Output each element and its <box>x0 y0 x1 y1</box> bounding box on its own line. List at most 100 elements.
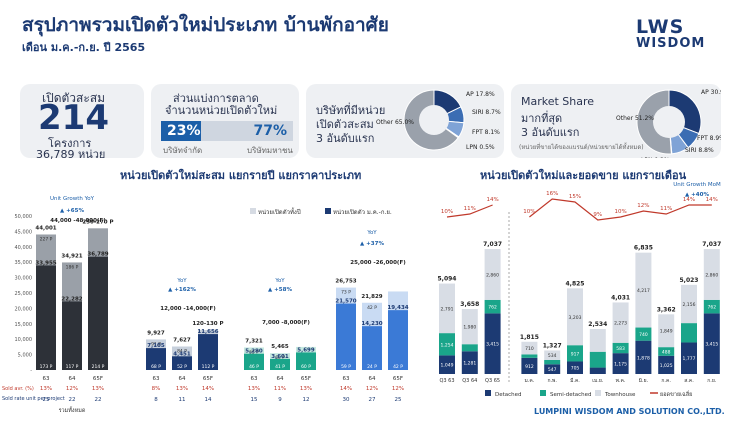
y-tick-label: 45,000 <box>15 229 33 235</box>
bar-townhouse <box>484 249 501 300</box>
bar-full-projects: 73 P <box>341 290 351 296</box>
y-tick-label: 25,000 <box>15 291 33 297</box>
bar-ytd-label: 14,230 <box>361 321 382 327</box>
x-label: 64 <box>369 376 376 382</box>
bar-townhouse <box>544 350 561 360</box>
bar-detached <box>521 357 538 374</box>
bar-seg-label: 1,777 <box>683 356 696 362</box>
sold-pct-label: 14% <box>486 197 498 203</box>
sold-pct-label: 9% <box>593 212 602 218</box>
forecast-label: 12,000 -14,000(F) <box>160 306 216 312</box>
card1-units: 36,789 หน่วย <box>36 148 106 161</box>
bar-detached <box>612 353 629 374</box>
bar-ytd <box>88 256 108 370</box>
donut-label-fpt: FPT 8.9% <box>697 135 721 142</box>
legend-label: Detached <box>495 392 522 398</box>
bar-ytd-label: 11,656 <box>197 329 218 335</box>
yoy-title: YoY <box>274 278 285 284</box>
x-label: Q3 63 <box>439 378 454 384</box>
bar-ytd-label: 22,282 <box>61 296 82 302</box>
sold-rate: 8 <box>154 397 158 403</box>
bar-seg-label: 2,791 <box>441 306 454 312</box>
bar-full-label: 7,321 <box>245 338 263 344</box>
bar-ytd-label: 3,601 <box>271 354 289 360</box>
x-label: มี.ค. <box>570 377 580 384</box>
forecast-label: 25,000 -26,000(F) <box>350 260 406 266</box>
bar-semi <box>567 345 583 362</box>
legend-swatch <box>485 390 491 396</box>
footer-company: LUMPINI WISDOM AND SOLUTION CO.,LTD. <box>534 407 725 416</box>
bar-ytd <box>198 334 218 370</box>
bar-total-label: 7,037 <box>702 241 721 248</box>
sold-avg: 13% <box>92 386 104 392</box>
bar-seg-label: 1,878 <box>637 355 650 361</box>
bar-total-label: 5,094 <box>438 276 457 283</box>
bar-total-label: 5,023 <box>680 277 699 284</box>
bar-ytd-label: 36,789 <box>87 252 108 258</box>
donut-hole <box>653 106 685 138</box>
bar-full-label: 9,927 <box>147 330 165 336</box>
card-top3-sales: Market Share มากที่สุด 3 อันดับแรก (หน่ว… <box>511 84 721 158</box>
x-label: 65F <box>203 376 213 382</box>
x-label: 65F <box>93 376 103 382</box>
bar-townhouse <box>658 314 675 348</box>
bar-townhouse <box>635 252 652 328</box>
donut-label-ap: AP 30.9% <box>701 89 721 96</box>
bar-ytd <box>172 356 192 370</box>
bar-ytd <box>244 353 264 370</box>
bar-ytd-label: 5,280 <box>245 349 263 355</box>
bar-seg-label: 1,025 <box>660 363 673 369</box>
bar-semi <box>461 344 478 352</box>
bar-detached <box>658 355 675 374</box>
y-tick-label: 15,000 <box>15 322 33 328</box>
bar-ytd-projects: 173 P <box>40 364 53 370</box>
bar-townhouse <box>461 309 478 345</box>
x-label: 63 <box>343 376 350 382</box>
listed-label: บริษัทจำกัด <box>163 146 203 155</box>
donut-hole <box>419 105 449 135</box>
bar-full-label: 44,001 <box>35 225 56 231</box>
bar-seg-label: 1,049 <box>441 363 454 369</box>
bar-ytd-projects: 68 P <box>151 364 161 370</box>
bar-seg-label: 762 <box>708 305 717 311</box>
yoy-growth: ▲ +162% <box>168 287 196 293</box>
card2-line2: จำนวนหน่วยเปิดตัวใหม่ <box>165 104 278 117</box>
bar-townhouse <box>521 341 538 355</box>
right-chart-title: หน่วยเปิดตัวใหม่และยอดขาย แยกรายเดือน <box>480 169 687 182</box>
legend-full: หน่วยเปิดตัวทั้งปี <box>258 206 301 216</box>
bar-ytd <box>62 301 82 370</box>
legend-label: Semi-detached <box>550 392 592 398</box>
bar-seg-label: 917 <box>571 351 580 357</box>
x-label: ม.ค. <box>524 378 534 384</box>
legend-label: Townhouse <box>604 392 636 398</box>
sold-pct-label: 11% <box>464 206 476 212</box>
yoy-growth: ▲ +58% <box>268 287 292 293</box>
bar-ytd-projects: 117 P <box>66 364 79 370</box>
card3-line2: 3 อันดับแรก <box>316 132 375 145</box>
bar-full-projects: 63 P <box>249 349 259 355</box>
bar-ytd-label: 4,451 <box>173 351 191 357</box>
bar-total-label: 4,031 <box>611 294 630 301</box>
nonlisted-label: บริษัทมหาชน <box>247 146 293 155</box>
bar-ytd-projects: 60 P <box>301 364 311 370</box>
bar-semi <box>439 333 455 356</box>
bar-seg-label: 4,217 <box>637 288 650 294</box>
bar-semi <box>703 299 720 314</box>
bar-seg-label: 1,980 <box>463 325 476 331</box>
share-bar: 23% 77% <box>161 121 293 141</box>
bar-total-label: 1,815 <box>520 334 539 341</box>
bar-ytd-projects: 46 P <box>249 364 259 370</box>
bar-seg-label: 710 <box>525 346 534 352</box>
x-label: ก.พ. <box>547 378 557 384</box>
yoy-growth: ▲ +65% <box>60 208 84 214</box>
bar-ytd-label: 21,570 <box>335 299 356 305</box>
legend-swatch <box>595 390 601 396</box>
sold-pct-label: 11% <box>660 206 672 212</box>
bar-ytd <box>146 348 166 370</box>
sold-avg: 13% <box>176 386 188 392</box>
bar-townhouse <box>612 302 629 343</box>
sold-rate: 15 <box>251 397 258 403</box>
y-tick-label: 10,000 <box>15 337 33 343</box>
card1-projects: โครงการ <box>48 137 92 150</box>
bar-seg-label: 1,849 <box>660 329 673 335</box>
